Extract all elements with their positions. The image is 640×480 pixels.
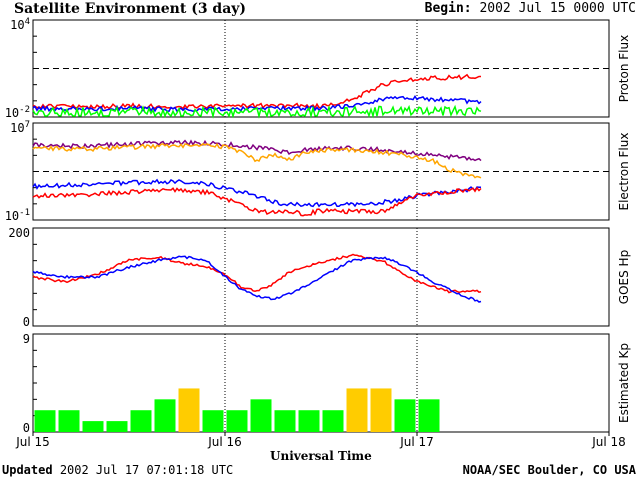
- kp-bar-0: [34, 410, 56, 432]
- kp-bar-13: [346, 388, 368, 432]
- goes_hp-ylabel: GOES Hp: [617, 250, 631, 304]
- electron-series-red: [32, 186, 482, 217]
- begin-label: Begin:: [424, 1, 472, 16]
- x-tick-label: Jul 16: [207, 435, 242, 449]
- goes_hp-ytick-bottom: 0: [23, 315, 30, 329]
- kp-bar-7: [202, 410, 224, 432]
- electron-ytick-top: 107: [10, 120, 30, 135]
- begin-value: 2002 Jul 15 0000 UTC: [479, 1, 636, 16]
- kp-bar-5: [154, 399, 176, 432]
- x-axis-title: Universal Time: [270, 449, 372, 463]
- x-tick-label: Jul 17: [399, 435, 434, 449]
- goes_hp-series-red: [32, 253, 482, 294]
- chart-title: Satellite Environment (3 day): [14, 1, 247, 17]
- kp-ylabel: Estimated Kp: [617, 343, 631, 423]
- x-tick-label: Jul 15: [15, 435, 50, 449]
- electron-series-orange: [32, 142, 482, 179]
- kp-frame: [32, 333, 610, 433]
- proton-frame: [32, 19, 610, 118]
- goes_hp-series-blue: [32, 255, 482, 303]
- kp-bar-4: [130, 410, 152, 432]
- electron-ylabel: Electron Flux: [617, 133, 631, 211]
- electron-series-purple: [32, 139, 482, 162]
- kp-ytick-top: 9: [23, 332, 30, 346]
- proton-ytick-bottom: 10-2: [5, 105, 30, 120]
- credit: NOAA/SEC Boulder, CO USA: [462, 463, 636, 477]
- updated-label: Updated: [2, 463, 53, 477]
- kp-bar-12: [322, 410, 344, 432]
- electron-ytick-bottom: 10-1: [5, 208, 30, 223]
- kp-ytick-bottom: 0: [23, 421, 30, 435]
- kp-bar-8: [226, 410, 248, 432]
- kp-bar-10: [274, 410, 296, 432]
- x-tick-label: Jul 18: [591, 435, 626, 449]
- kp-bar-11: [298, 410, 320, 432]
- kp-bar-14: [370, 388, 392, 432]
- begin-time: Begin: 2002 Jul 15 0000 UTC: [425, 1, 636, 16]
- proton-ytick-top: 104: [10, 17, 30, 32]
- kp-bar-16: [418, 399, 440, 432]
- electron-series-blue: [32, 178, 482, 208]
- updated-time: Updated 2002 Jul 17 07:01:18 UTC: [2, 463, 233, 477]
- proton-series-green: [32, 104, 482, 119]
- kp-bar-9: [250, 399, 272, 432]
- proton-series-red: [32, 73, 481, 111]
- updated-value: 2002 Jul 17 07:01:18 UTC: [59, 463, 234, 477]
- kp-bar-3: [106, 421, 128, 432]
- goes_hp-ytick-top: 200: [8, 226, 30, 240]
- electron-frame: [32, 122, 610, 221]
- kp-bar-15: [394, 399, 416, 432]
- proton-ylabel: Proton Flux: [617, 35, 631, 102]
- kp-bar-2: [82, 421, 104, 432]
- kp-bar-6: [178, 388, 200, 432]
- kp-bar-1: [58, 410, 80, 432]
